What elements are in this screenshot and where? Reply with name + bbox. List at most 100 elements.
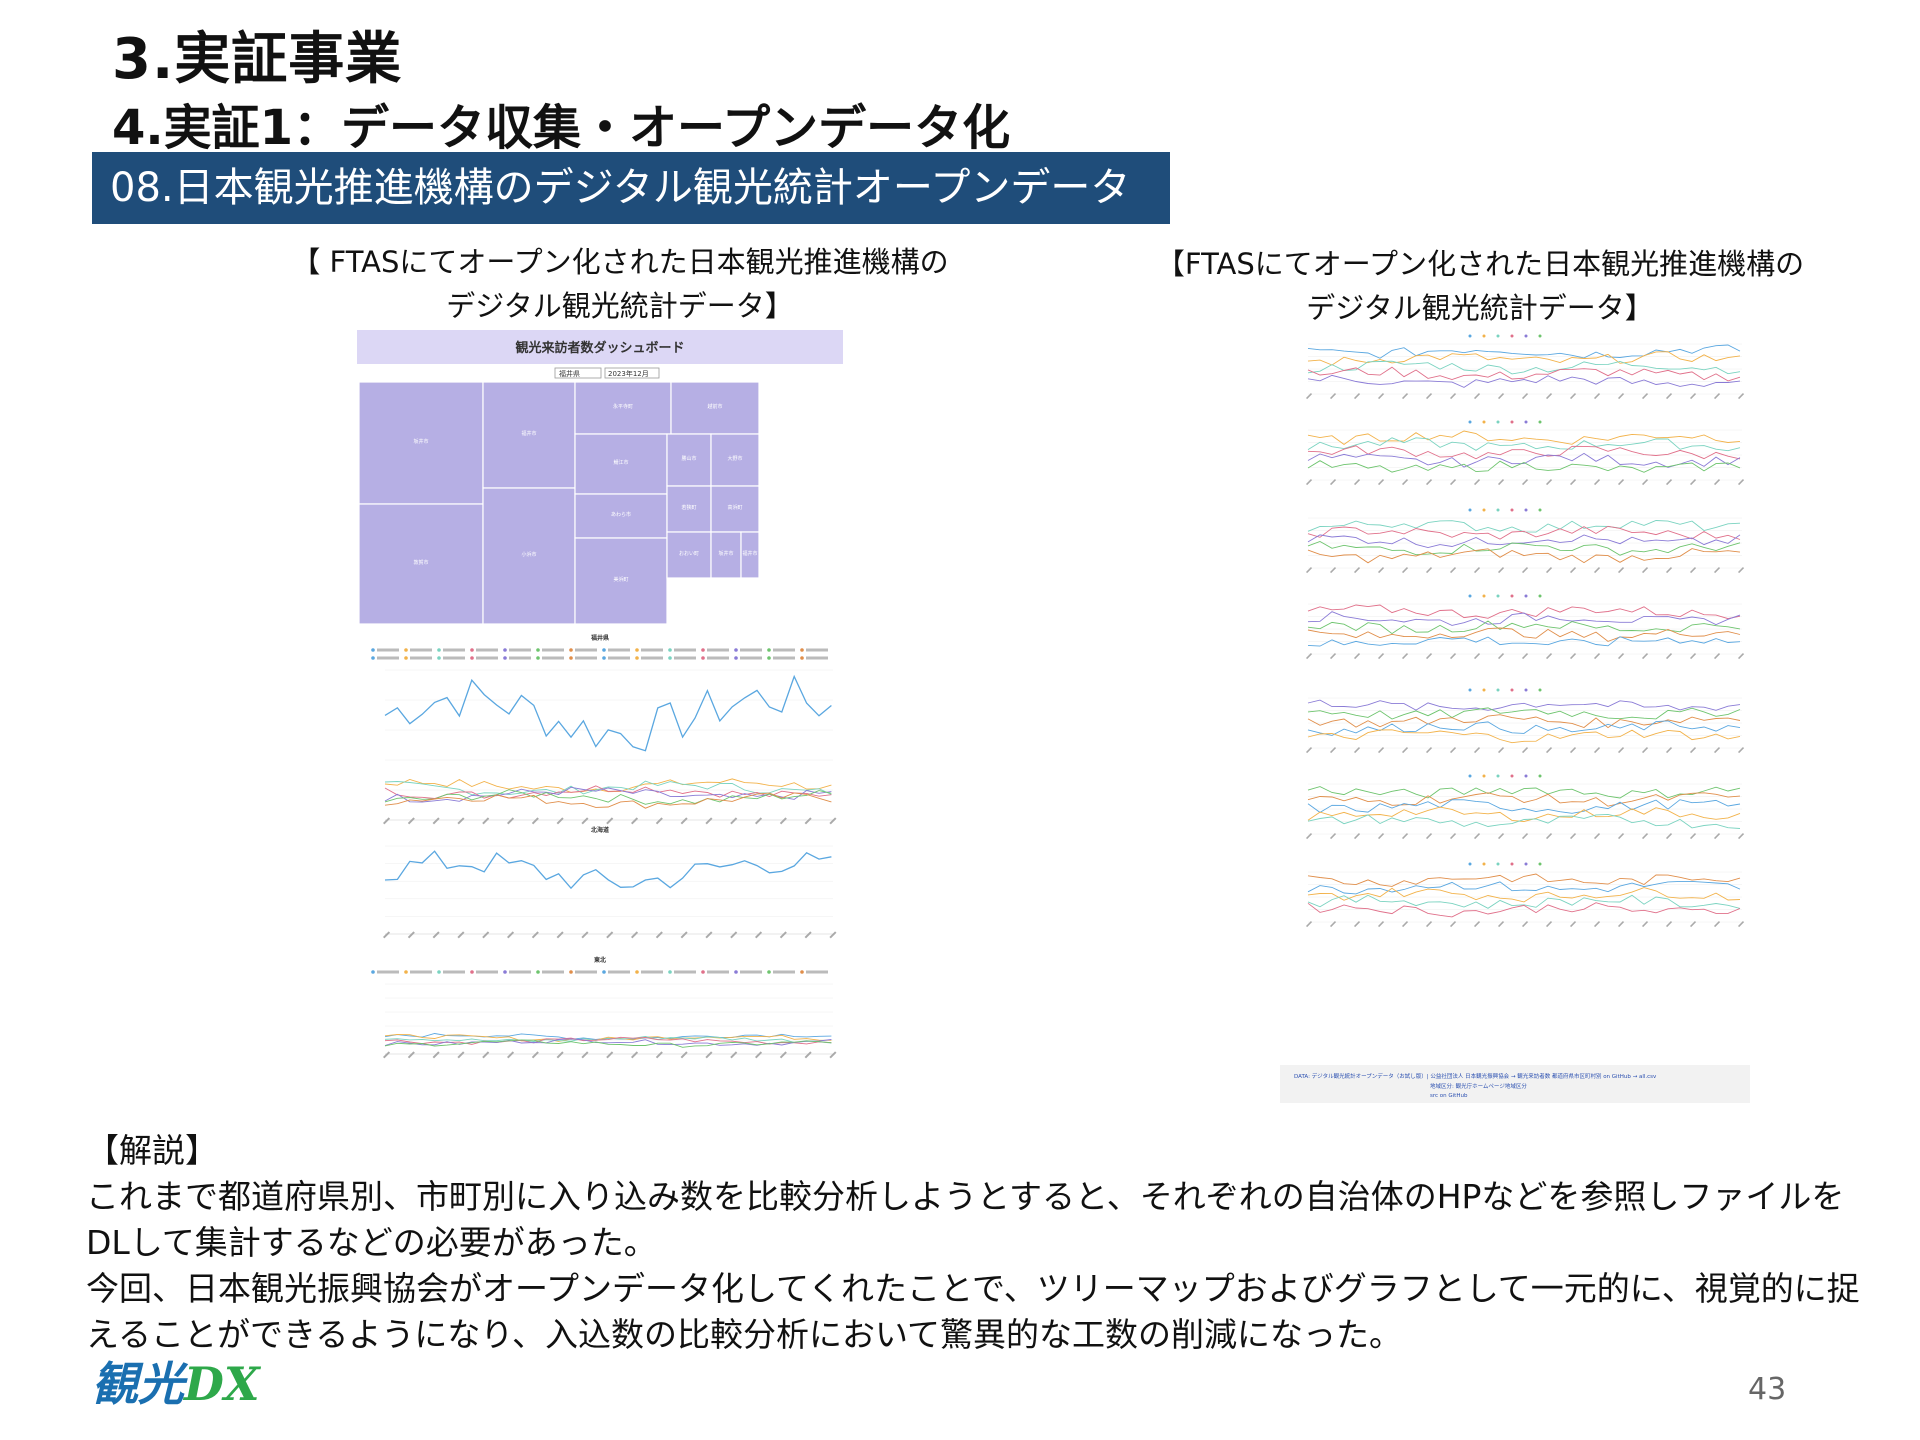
x-tick-label xyxy=(1450,479,1457,486)
treemap-cell[interactable] xyxy=(482,381,576,489)
x-tick-label xyxy=(1474,479,1481,486)
logo-text-b: DX xyxy=(184,1357,260,1411)
x-tick-label xyxy=(1426,393,1433,400)
x-tick-label xyxy=(407,817,415,825)
legend-label xyxy=(740,970,762,974)
data-source-line2[interactable]: 地域区分: 観光庁ホームページ地域区分 xyxy=(1430,1082,1527,1090)
x-tick-label xyxy=(1714,833,1721,840)
treemap-cell[interactable] xyxy=(482,487,576,625)
explanation-para1: これまで都道府県別、市町別に入り込み数を比較分析しようとすると、それぞれの自治体… xyxy=(86,1177,1845,1262)
x-tick-label xyxy=(1545,567,1553,574)
x-tick-label xyxy=(1546,479,1553,486)
legend-marker xyxy=(503,648,507,652)
legend-marker xyxy=(1496,862,1500,866)
legend-marker xyxy=(767,648,771,652)
treemap-cell[interactable] xyxy=(740,531,760,579)
x-tick-label xyxy=(779,817,787,825)
series-line xyxy=(1307,627,1741,642)
month-select[interactable] xyxy=(604,367,660,379)
x-tick-label xyxy=(1666,833,1673,840)
x-tick-label xyxy=(1426,833,1433,840)
data-source-line3[interactable]: src on GitHub xyxy=(1430,1093,1468,1099)
x-tick-label xyxy=(1330,653,1337,660)
treemap-cell[interactable] xyxy=(670,381,760,435)
treemap-cell[interactable] xyxy=(666,485,712,533)
legend-marker xyxy=(536,648,540,652)
x-tick-label xyxy=(1690,567,1697,574)
x-tick-label xyxy=(1714,921,1721,928)
regional-chart xyxy=(1306,774,1745,840)
series-line xyxy=(1307,799,1741,814)
treemap-cell[interactable] xyxy=(666,531,712,579)
x-tick-label xyxy=(1618,921,1625,928)
series-line xyxy=(1307,902,1741,918)
x-tick-label xyxy=(1354,653,1361,660)
regional-chart xyxy=(1306,508,1745,574)
regional-chart xyxy=(1306,334,1745,400)
x-tick-label xyxy=(755,1051,763,1059)
treemap-cell[interactable] xyxy=(358,503,484,625)
treemap-cell[interactable] xyxy=(710,485,760,533)
x-tick-label xyxy=(1642,567,1649,574)
logo-text-a: 観光 xyxy=(92,1357,184,1411)
series-line xyxy=(384,850,832,890)
series-line xyxy=(1307,374,1741,388)
treemap-cell[interactable] xyxy=(574,493,668,539)
treemap-cell-label: 永平寺町 xyxy=(613,403,633,410)
pref-select[interactable] xyxy=(554,367,602,379)
series-line xyxy=(1307,786,1741,799)
series-line xyxy=(1307,430,1741,445)
x-tick-label xyxy=(1570,653,1577,660)
legend-marker xyxy=(1524,688,1528,692)
x-tick-label xyxy=(457,817,465,825)
treemap-cell[interactable] xyxy=(358,381,484,505)
legend-marker xyxy=(371,970,375,974)
legend-marker xyxy=(1538,774,1542,778)
series-line xyxy=(1307,887,1741,903)
x-tick-label xyxy=(1690,833,1697,840)
x-tick-label xyxy=(1594,653,1601,660)
treemap-cell-label: 小浜市 xyxy=(521,551,536,558)
x-tick-label xyxy=(705,931,713,939)
legend-marker xyxy=(569,656,573,660)
legend-marker xyxy=(1496,334,1500,338)
treemap-cell-label: 高浜町 xyxy=(727,504,742,511)
legend-marker xyxy=(1496,594,1500,598)
data-source-line1[interactable]: DATA: デジタル観光統計オープンデータ（お試し版）| 公益社団法人 日本観光… xyxy=(1294,1072,1657,1080)
legend-marker xyxy=(767,656,771,660)
series-line xyxy=(1307,534,1741,548)
legend-marker xyxy=(1468,774,1472,778)
legend-marker xyxy=(602,656,606,660)
series-line xyxy=(1307,894,1741,909)
series-line xyxy=(1307,792,1741,807)
x-tick-label xyxy=(1306,653,1313,660)
regional-chart xyxy=(1306,688,1745,754)
x-tick-label xyxy=(1522,747,1529,754)
treemap-cell[interactable] xyxy=(710,531,742,579)
legend-label xyxy=(641,648,663,652)
legend-label xyxy=(773,656,795,660)
legend-marker xyxy=(800,648,804,652)
x-tick-label xyxy=(1378,747,1385,754)
series-line xyxy=(384,780,832,796)
series-line xyxy=(1307,437,1741,452)
chart-title: 北海道 xyxy=(591,826,609,834)
dashboard-title-bar xyxy=(357,330,843,364)
x-tick-label xyxy=(383,817,391,825)
treemap-cell[interactable] xyxy=(574,537,668,625)
legend-marker xyxy=(701,656,705,660)
x-tick-label xyxy=(1450,833,1457,840)
x-tick-label xyxy=(1666,479,1673,486)
x-tick-label xyxy=(1474,921,1481,928)
legend-label xyxy=(476,656,498,660)
x-tick-label xyxy=(1354,747,1361,754)
x-tick-label xyxy=(829,1051,837,1059)
x-tick-label xyxy=(1618,833,1625,840)
x-tick-label xyxy=(1522,393,1529,400)
treemap-cell[interactable] xyxy=(574,381,672,435)
series-line xyxy=(1307,699,1741,711)
series-line xyxy=(1307,445,1741,460)
series-line xyxy=(1307,636,1741,647)
x-tick-label xyxy=(1738,653,1745,660)
